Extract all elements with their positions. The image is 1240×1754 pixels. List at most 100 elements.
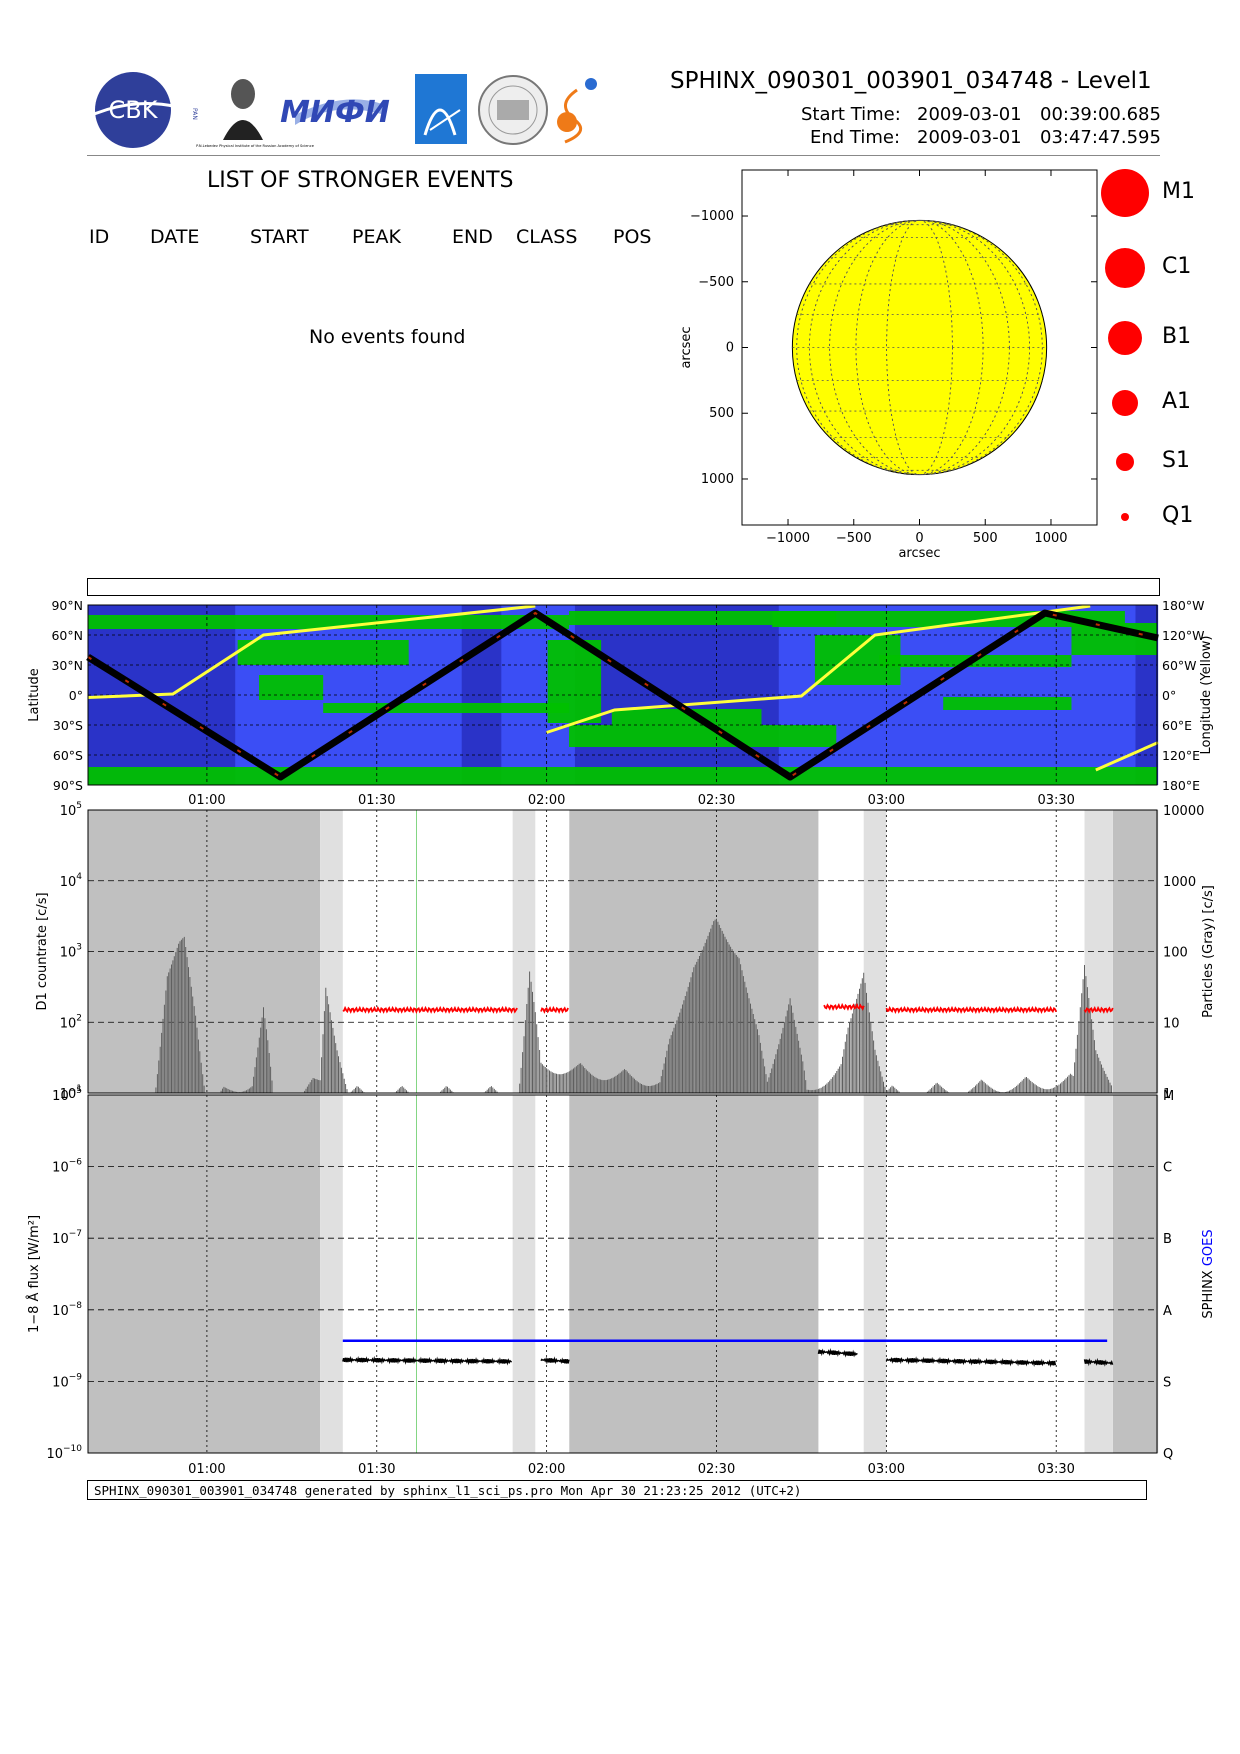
legend-label-s1: S1 [1162,448,1190,473]
saa-shade [1112,1095,1159,1453]
lon-tick-label: 120°W [1162,628,1204,643]
time-tick-label: 03:30 [1037,793,1074,808]
time-tick-label: 01:00 [188,793,225,808]
flux-axis-label: 1−8 Å flux [W/m²] [26,1215,42,1333]
blank-bar [87,578,1160,596]
saa-shade [569,1095,819,1453]
map-frame [87,604,1158,786]
lon-tick-label: 60°W [1162,658,1197,673]
particle-tick-label: 1 [1163,1087,1171,1102]
sphinx-goes-legend: SPHINX GOES [1201,1229,1216,1318]
penumbra-shade [320,1095,343,1453]
cbk-logo: CBK PAN [85,72,206,148]
land-mass [569,611,837,625]
lon-tick-label: 180°E [1162,778,1200,793]
lebedev-caption: P.N.Lebedev Physical Institute of the Ru… [196,144,315,148]
x-tick-label: 500 [973,531,998,546]
lat-tick-label: 30°S [53,718,83,733]
x-tick-label: −500 [836,531,872,546]
flux-frame [87,1094,1158,1454]
cbk-logo-sub: PAN [191,108,198,120]
land-mass [259,675,324,700]
x-axis-label: arcsec [898,546,940,560]
time-tick-label: 02:30 [698,1462,735,1477]
legend-label-m1: M1 [1162,179,1195,204]
lat-tick-label: 60°N [51,628,83,643]
col-date: DATE [150,226,200,248]
sphinx-flux-trace [817,1348,858,1358]
legend-label-a1: A1 [1162,389,1192,414]
countrate-tick-label: 101 [60,1084,82,1102]
col-start: START [250,226,309,248]
col-peak: PEAK [352,226,401,248]
y-tick-label: 500 [709,406,734,421]
land-mass [547,640,602,723]
col-class: CLASS [516,226,578,248]
sphinx-flux-trace [1083,1357,1114,1367]
sphinx-flux-trace [885,1356,1057,1368]
legend-marker-b1 [1108,321,1142,355]
time-tick-label: 01:30 [358,793,395,808]
time-tick-label: 03:30 [1037,1462,1074,1477]
saa-shade [88,1095,321,1453]
lon-tick-label: 0° [1162,688,1176,703]
countrate-tick-label: 103 [60,943,82,961]
d1-countrate-trace [823,1002,865,1012]
report-title: SPHINX_090301_003901_034748 - Level1 [670,68,1152,94]
col-pos: POS [613,226,652,248]
longitude-line [796,219,1043,476]
land-mass [569,725,837,747]
land-mass [943,697,1072,710]
end-date: 2009-03-01 [917,127,1022,148]
flux-tick-label: 10−5 [52,1086,82,1104]
d1-countrate-trace [1083,1005,1114,1014]
events-title: LIST OF STRONGER EVENTS [207,168,514,193]
ground-track-panel: 90°N 180°W 60°N 120°W 30°N 60°W 0° 0° 30°S 60°E 60… [27,598,1214,808]
lon-tick-label: 180°W [1162,598,1204,613]
countrate-frame [87,809,1158,1094]
countrate-axis-label: D1 countrate [c/s] [35,892,50,1010]
mifi-logo: МИФИ [280,95,390,130]
no-events-message: No events found [309,326,466,348]
d1-countrate-trace [342,1005,518,1015]
legend-marker-q1 [1121,513,1129,521]
disk-graticule [792,219,1047,476]
time-tick-label: 01:00 [188,1462,225,1477]
goes-class-tick-label: C [1163,1161,1172,1176]
solar-disk-chart: −1000 −500 0 500 1000 1000 500 0 −500 −1000 arcsec… [679,169,1098,560]
land-mass [88,767,1157,785]
legend-marker-s1 [1116,453,1134,471]
footer: SPHINX_090301_003901_034748 generated by… [87,1480,1147,1500]
land-mass [88,615,570,629]
goes-class-tick-label: A [1163,1304,1172,1319]
d1-countrate-trace [885,1005,1058,1015]
longitude-line [855,219,984,476]
lat-tick-label: 60°S [53,748,83,763]
land-mass [611,709,762,725]
particle-tick-label: 100 [1163,946,1188,961]
lon-tick-label: 60°E [1162,718,1192,733]
end-time: 03:47:47.595 [1040,127,1161,148]
lat-tick-label: 90°N [51,598,83,613]
longitude-curve [87,604,1159,772]
legend-marker-c1 [1105,248,1145,288]
timeline-panels: 90°N 180°W 60°N 120°W 30°N 60°W 0° 0° 30°S 60°E 60… [26,598,1216,1477]
flux-tick-label: 10−10 [46,1444,82,1462]
goes-class-tick-label: M [1163,1089,1174,1104]
cbk-logo-text: CBK [109,96,159,124]
sphinx-logo [557,78,597,144]
legend-label-c1: C1 [1162,254,1192,279]
header-divider [87,155,1160,156]
goes-class-tick-label: Q [1163,1447,1173,1462]
particle-tick-label: 10 [1163,1016,1180,1031]
countrate-panel: 101 1 102 10 103 100 104 1000 105 10000 D1 countra… [35,801,1216,1102]
lon-tick-label: 120°E [1162,748,1200,763]
start-time-label: Start Time: [801,104,901,125]
start-time: 00:39:00.685 [1040,104,1161,125]
institute-logo [415,74,467,144]
mifi-logo-text: МИФИ [280,95,390,130]
end-time-label: End Time: [810,127,901,148]
penumbra-shade [1084,1095,1113,1453]
d1-countrate-trace [540,1005,569,1014]
flux-tick-label: 10−6 [52,1158,82,1176]
